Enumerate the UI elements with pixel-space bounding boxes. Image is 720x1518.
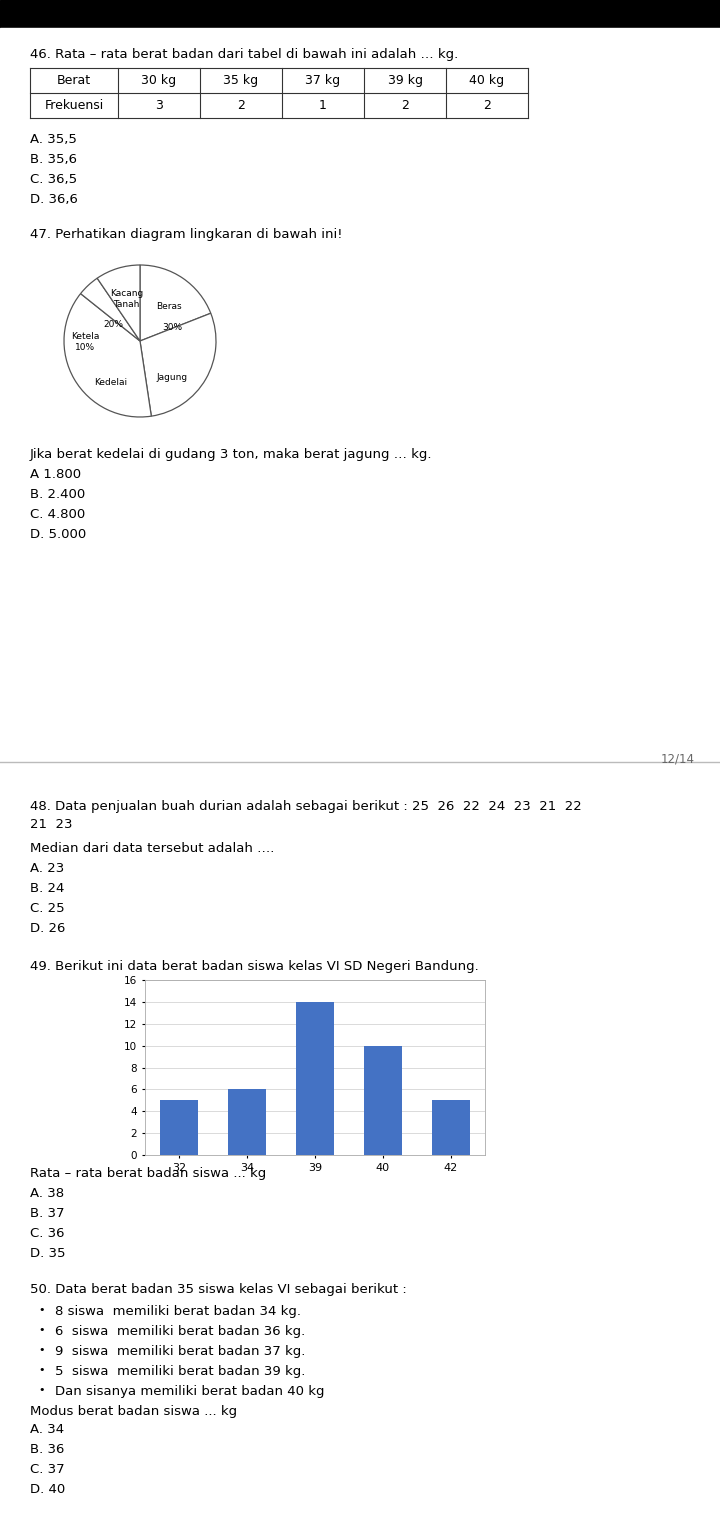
Text: C. 37: C. 37 (30, 1463, 65, 1475)
Text: D. 40: D. 40 (30, 1483, 66, 1497)
Bar (161, 1101, 198, 1155)
Text: 5  siswa  memiliki berat badan 39 kg.: 5 siswa memiliki berat badan 39 kg. (55, 1365, 305, 1378)
Text: A. 23: A. 23 (30, 862, 64, 874)
Text: A. 34: A. 34 (30, 1422, 64, 1436)
Text: 40 kg: 40 kg (469, 74, 505, 87)
Text: B. 36: B. 36 (30, 1444, 64, 1456)
Text: Median dari data tersebut adalah ….: Median dari data tersebut adalah …. (30, 842, 274, 855)
Text: 30 kg: 30 kg (141, 74, 176, 87)
Bar (228, 1090, 266, 1155)
Text: Jika berat kedelai di gudang 3 ton, maka berat jagung … kg.: Jika berat kedelai di gudang 3 ton, maka… (30, 448, 433, 461)
Text: 49. Berikut ini data berat badan siswa kelas VI SD Negeri Bandung.: 49. Berikut ini data berat badan siswa k… (30, 959, 479, 973)
Wedge shape (140, 266, 211, 342)
Text: 12/14: 12/14 (661, 751, 695, 765)
Text: 3: 3 (155, 99, 163, 112)
Text: Modus berat badan siswa ... kg: Modus berat badan siswa ... kg (30, 1406, 237, 1418)
Bar (297, 1002, 333, 1155)
Text: •: • (38, 1305, 45, 1315)
Text: A. 38: A. 38 (30, 1187, 64, 1201)
Text: B. 24: B. 24 (30, 882, 64, 896)
Text: 6  siswa  memiliki berat badan 36 kg.: 6 siswa memiliki berat badan 36 kg. (55, 1325, 305, 1337)
Text: D. 35: D. 35 (30, 1246, 66, 1260)
Bar (364, 1046, 402, 1155)
Text: 2: 2 (401, 99, 409, 112)
Text: Beras: Beras (156, 302, 181, 311)
Text: 30%: 30% (162, 323, 182, 332)
Text: B. 37: B. 37 (30, 1207, 65, 1220)
Text: D. 36,6: D. 36,6 (30, 193, 78, 206)
Text: Berat: Berat (57, 74, 91, 87)
Text: Kedelai: Kedelai (94, 378, 127, 387)
Text: C. 4.800: C. 4.800 (30, 509, 85, 521)
Text: Ketela: Ketela (71, 332, 99, 342)
Text: Tanah: Tanah (113, 301, 140, 310)
Text: C. 36: C. 36 (30, 1227, 65, 1240)
Text: 37 kg: 37 kg (305, 74, 341, 87)
Text: C. 36,5: C. 36,5 (30, 173, 77, 187)
Text: •: • (38, 1384, 45, 1395)
Text: D. 5.000: D. 5.000 (30, 528, 86, 540)
Text: 21  23: 21 23 (30, 818, 73, 830)
Wedge shape (64, 293, 151, 417)
Text: C. 25: C. 25 (30, 902, 65, 915)
Text: 50. Data berat badan 35 siswa kelas VI sebagai berikut :: 50. Data berat badan 35 siswa kelas VI s… (30, 1283, 407, 1296)
Wedge shape (81, 278, 140, 342)
Text: Rata – rata berat badan siswa ... kg: Rata – rata berat badan siswa ... kg (30, 1167, 266, 1179)
Text: B. 35,6: B. 35,6 (30, 153, 77, 165)
Bar (0, 767, 720, 1518)
Text: Dan sisanya memiliki berat badan 40 kg: Dan sisanya memiliki berat badan 40 kg (55, 1384, 325, 1398)
Text: 47. Perhatikan diagram lingkaran di bawah ini!: 47. Perhatikan diagram lingkaran di bawa… (30, 228, 343, 241)
Text: 10%: 10% (75, 343, 95, 352)
Wedge shape (97, 266, 140, 342)
Text: Kacang: Kacang (109, 290, 143, 299)
Text: •: • (38, 1365, 45, 1375)
Text: Frekuensi: Frekuensi (45, 99, 104, 112)
Text: 46. Rata – rata berat badan dari tabel di bawah ini adalah … kg.: 46. Rata – rata berat badan dari tabel d… (30, 49, 458, 61)
Text: 8 siswa  memiliki berat badan 34 kg.: 8 siswa memiliki berat badan 34 kg. (55, 1305, 301, 1318)
Bar (0, 0, 720, 27)
Text: A. 35,5: A. 35,5 (30, 134, 77, 146)
Text: 2: 2 (237, 99, 245, 112)
Text: A 1.800: A 1.800 (30, 468, 81, 481)
Text: D. 26: D. 26 (30, 921, 66, 935)
Text: 20%: 20% (104, 320, 123, 329)
Bar (432, 1101, 469, 1155)
Text: 9  siswa  memiliki berat badan 37 kg.: 9 siswa memiliki berat badan 37 kg. (55, 1345, 305, 1359)
Wedge shape (140, 313, 216, 416)
Text: 48. Data penjualan buah durian adalah sebagai berikut : 25  26  22  24  23  21  : 48. Data penjualan buah durian adalah se… (30, 800, 582, 814)
Text: 1: 1 (319, 99, 327, 112)
Text: 39 kg: 39 kg (387, 74, 423, 87)
Text: 2: 2 (483, 99, 491, 112)
Bar (0, 27, 720, 762)
Text: B. 2.400: B. 2.400 (30, 487, 85, 501)
Text: •: • (38, 1325, 45, 1334)
Text: 35 kg: 35 kg (223, 74, 258, 87)
Text: •: • (38, 1345, 45, 1356)
Text: Jagung: Jagung (156, 373, 187, 383)
